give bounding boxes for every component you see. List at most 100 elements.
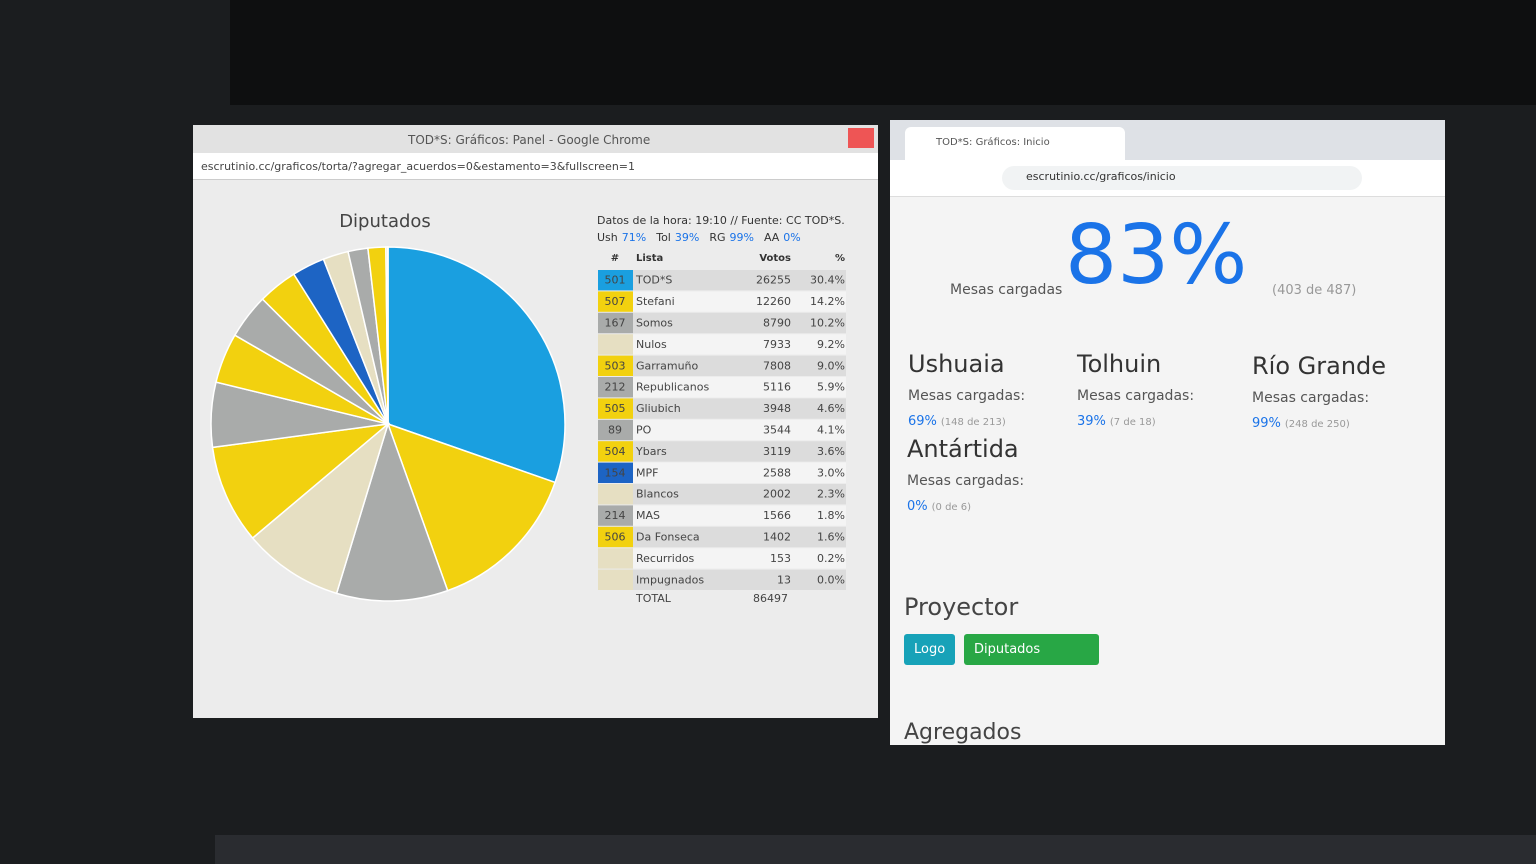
votes: 26255 [756, 274, 791, 287]
region-name: Río Grande [1252, 352, 1387, 380]
row-bg [598, 441, 846, 462]
percent: 4.6% [817, 402, 845, 415]
votes: 1402 [763, 531, 791, 544]
votes: 153 [770, 552, 791, 565]
pie-slice [251, 421, 390, 595]
list-color [598, 312, 633, 334]
row-bg [598, 270, 846, 291]
percent: 9.0% [817, 359, 845, 372]
table-header: Lista [636, 253, 663, 264]
logo-button[interactable]: Logo [904, 634, 956, 665]
chart-title: Diputados [339, 211, 431, 232]
overall-value: 83% [1065, 208, 1248, 303]
list-name: Somos [636, 317, 673, 330]
region-value: 69% [908, 414, 937, 429]
pie-slice [335, 421, 449, 602]
overall-detail: (403 de 487) [1272, 283, 1357, 298]
list-name: Impugnados [636, 573, 704, 586]
list-number: 507 [605, 295, 626, 308]
region-stats: 69% (148 de 213) [908, 410, 1025, 429]
votes: 12260 [756, 295, 791, 308]
progress-label: RG [709, 231, 725, 244]
percent: 9.2% [817, 338, 845, 351]
list-name: Blancos [636, 488, 679, 501]
address-bar[interactable] [193, 153, 878, 180]
left-window: TOD*S: Gráficos: Panel - Google Chrome e… [193, 125, 878, 718]
percent: 1.6% [817, 531, 845, 544]
region-stats: 0% (0 de 6) [907, 495, 1024, 514]
close-button[interactable] [848, 128, 874, 148]
row-bg [598, 377, 846, 398]
votes: 3544 [763, 424, 791, 437]
region: Río Grande Mesas cargadas: 99% (248 de 250) [1252, 352, 1386, 431]
region-value: 0% [907, 499, 928, 514]
region-name: Ushuaia [908, 350, 1005, 378]
list-color [598, 334, 633, 355]
total: 86497 [753, 592, 788, 605]
list-color [598, 441, 633, 462]
region-name: Antártida [907, 435, 1019, 463]
table-header: Votos [759, 253, 791, 264]
list-color [598, 548, 633, 569]
diputados-button[interactable]: Diputados [964, 634, 1099, 665]
list-color [598, 291, 633, 312]
list-number: 214 [605, 509, 626, 522]
list-number: 154 [605, 466, 626, 479]
row-bg [598, 312, 846, 334]
list-color [598, 355, 633, 376]
percent: 3.6% [817, 445, 845, 458]
votes: 1566 [763, 509, 791, 522]
row-bg [598, 548, 846, 569]
table-header: # [611, 253, 619, 264]
list-name: TOD*S [635, 274, 672, 287]
section-title: Proyector [904, 593, 1019, 621]
row-bg [598, 291, 846, 312]
list-number: 212 [605, 381, 626, 394]
region-detail: (248 de 250) [1284, 419, 1350, 430]
region-name: Tolhuin [1077, 350, 1162, 378]
percent: 0.2% [817, 552, 845, 565]
region-value: 39% [1077, 414, 1106, 429]
list-number: 505 [605, 402, 626, 415]
list-number: 506 [605, 531, 626, 544]
votes: 2002 [763, 488, 791, 501]
progress-label: AA [764, 231, 780, 244]
votes: 2588 [763, 466, 791, 479]
row-bg [598, 419, 846, 441]
list-name: Republicanos [636, 381, 709, 394]
region: Tolhuin Mesas cargadas: 39% (7 de 18) [1077, 350, 1194, 429]
taskbar [215, 835, 1536, 864]
row-bg [598, 569, 846, 590]
region-stats: 99% (248 de 250) [1252, 412, 1386, 431]
row-bg [598, 334, 846, 355]
list-number: 503 [605, 359, 626, 372]
tab[interactable] [905, 127, 1125, 160]
list-color [598, 526, 633, 548]
region-label: Mesas cargadas: [908, 388, 1026, 404]
list-color [598, 569, 633, 590]
row-bg [598, 526, 846, 548]
percent: 10.2% [810, 317, 845, 330]
progress-label: Tol [655, 231, 671, 244]
list-color [598, 270, 633, 291]
list-color [598, 377, 633, 398]
progress-value: 99% [729, 231, 753, 244]
overall-label: Mesas cargadas [950, 282, 1063, 298]
votes: 13 [777, 573, 791, 586]
right-window: TOD*S: Gráficos: Inicio escrutinio.cc/gr… [890, 120, 1445, 745]
pie-slice [386, 422, 557, 592]
region-value: 99% [1252, 416, 1281, 431]
region: Antártida Mesas cargadas: 0% (0 de 6) [907, 435, 1024, 514]
next-section: Agregados [904, 720, 1022, 745]
title-bar [193, 125, 878, 153]
region-label: Mesas cargadas: [1077, 388, 1195, 404]
list-color [598, 505, 633, 526]
tab-title: TOD*S: Gráficos: Inicio [936, 137, 1050, 148]
list-name: Gliubich [636, 402, 681, 415]
address-bar[interactable] [1002, 166, 1362, 190]
list-name: Nulos [636, 338, 667, 351]
progress-value: 71% [622, 231, 646, 244]
percent: 4.1% [817, 424, 845, 437]
pie-slice [211, 422, 391, 540]
list-name: PO [636, 424, 652, 437]
